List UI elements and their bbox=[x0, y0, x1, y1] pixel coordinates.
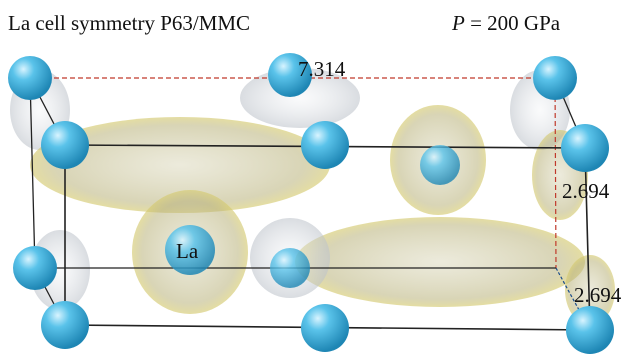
pressure: P = 200 GPa bbox=[451, 11, 561, 35]
length-label: 7.314 bbox=[298, 57, 346, 81]
page: {"header": {"title": "La cell symmetry P… bbox=[0, 0, 634, 363]
atom-label: La bbox=[176, 239, 199, 263]
isosurfaces bbox=[10, 68, 615, 325]
length-label: 2.694 bbox=[562, 179, 610, 203]
length-label: 2.694 bbox=[574, 283, 622, 307]
pressure-symbol: P bbox=[451, 11, 465, 35]
structure-figure: La cell symmetry P63/MMC P = 200 GPa 7.3… bbox=[0, 0, 634, 363]
title: La cell symmetry P63/MMC bbox=[8, 11, 250, 35]
pressure-value: = 200 GPa bbox=[470, 11, 561, 35]
